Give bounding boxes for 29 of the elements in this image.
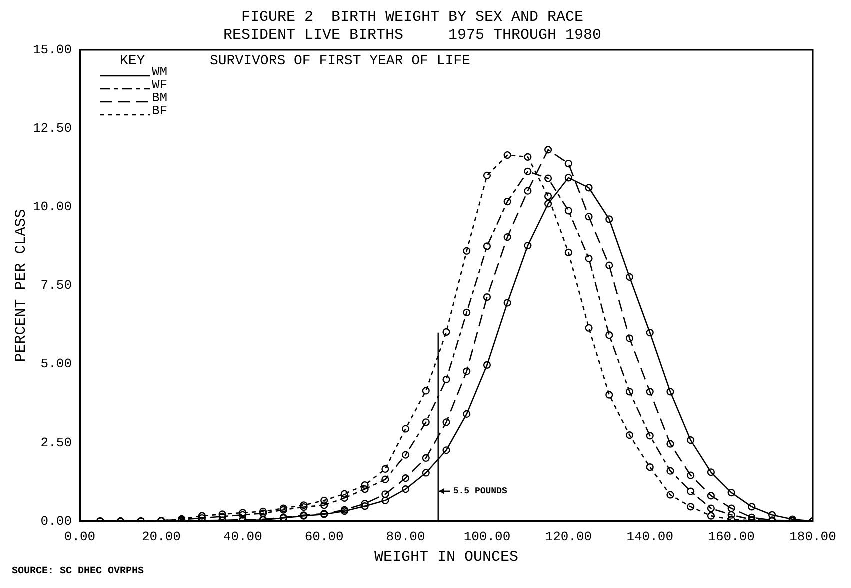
x-tick-label: 100.00 (464, 530, 511, 545)
legend-label: BF (152, 103, 168, 118)
x-axis-title: WEIGHT IN OUNCES (374, 548, 519, 566)
y-tick-label: 0.00 (40, 514, 72, 529)
y-tick-label: 10.00 (32, 200, 72, 215)
legend-label: BM (152, 90, 168, 106)
y-tick-label: 12.50 (32, 121, 72, 136)
x-tick-label: 80.00 (386, 530, 426, 545)
legend-label: WF (152, 77, 168, 92)
x-tick-label: 20.00 (142, 530, 181, 545)
y-tick-label: 5.00 (40, 356, 72, 372)
ref-line-label: 5.5 POUNDS (453, 486, 508, 497)
chart-subtitle: RESIDENT LIVE BIRTHS 1975 THROUGH 1980 (223, 26, 602, 44)
source-note: SOURCE: SC DHEC OVRPHS (12, 566, 144, 578)
x-tick-label: 180.00 (790, 530, 836, 545)
x-tick-label: 40.00 (223, 530, 262, 545)
x-tick-label: 160.00 (708, 530, 755, 545)
x-tick-label: 120.00 (545, 530, 592, 545)
annotation: SURVIVORS OF FIRST YEAR OF LIFE (210, 54, 470, 70)
y-tick-label: 7.50 (40, 278, 72, 294)
y-tick-label: 15.00 (32, 42, 72, 58)
chart-title: FIGURE 2 BIRTH WEIGHT BY SEX AND RACE (241, 8, 584, 26)
x-tick-label: 0.00 (64, 530, 96, 545)
legend-title: KEY (120, 54, 146, 70)
x-tick-label: 140.00 (626, 530, 674, 545)
y-tick-label: 2.50 (40, 435, 72, 450)
y-axis-title: PERCENT PER CLASS (12, 209, 30, 362)
x-tick-label: 60.00 (304, 530, 344, 545)
legend-label: WM (152, 64, 168, 80)
